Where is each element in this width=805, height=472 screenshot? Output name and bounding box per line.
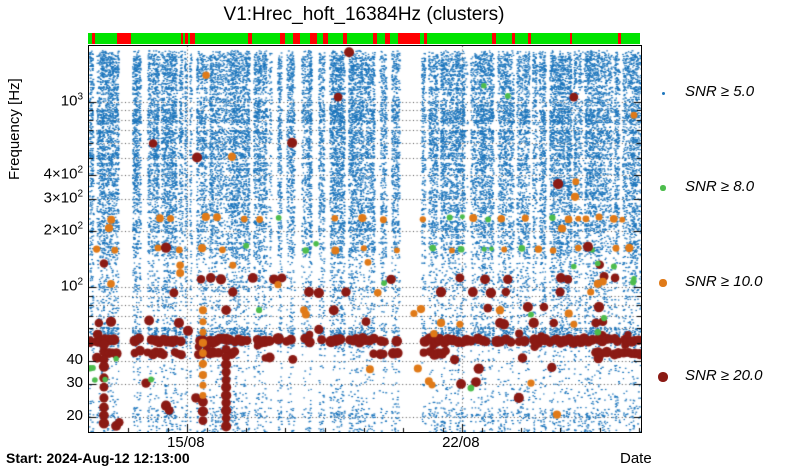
status-off-segment	[511, 33, 516, 44]
x-axis-title: Date	[620, 450, 652, 467]
status-off-segment	[184, 33, 189, 44]
plot-title: V1:Hrec_hoft_16384Hz (clusters)	[223, 4, 505, 25]
start-time-label: Start: 2024-Aug-12 12:13:00	[6, 450, 190, 466]
status-off-segment	[116, 33, 131, 44]
status-off-segment	[190, 33, 195, 44]
status-off-segment	[293, 33, 300, 44]
y-tick-label-20: 20	[66, 406, 83, 424]
status-off-segment	[279, 33, 285, 44]
status-off-segment	[492, 33, 496, 44]
status-off-segment	[248, 33, 252, 44]
legend-label: SNR ≥ 20.0	[685, 367, 763, 384]
legend-label: SNR ≥ 5.0	[685, 83, 755, 100]
status-off-segment	[310, 33, 317, 44]
legend-marker-icon	[658, 372, 668, 382]
y-tick-label-30: 30	[66, 374, 83, 392]
legend-label: SNR ≥ 10.0	[685, 273, 763, 290]
status-off-segment	[372, 33, 377, 44]
scatter-canvas	[89, 46, 641, 432]
status-off-segment	[570, 33, 572, 44]
legend-label: SNR ≥ 8.0	[685, 178, 755, 195]
y-tick-label-300: 3×102	[43, 188, 83, 207]
status-off-segment	[398, 33, 420, 44]
legend-marker-icon	[661, 91, 665, 95]
legend-marker-icon	[659, 279, 667, 287]
legend-marker-icon	[660, 185, 666, 191]
y-tick-label-100: 102	[60, 276, 83, 295]
science-mode-bar	[88, 33, 640, 44]
y-axis-title: Frequency [Hz]	[6, 78, 23, 180]
status-off-segment	[424, 33, 427, 44]
x-tick-label-22-08: 22/08	[442, 434, 480, 451]
status-off-segment	[617, 33, 621, 44]
status-off-segment	[384, 33, 390, 44]
x-tick-label-15-08: 15/08	[167, 434, 205, 451]
y-tick-label-400: 4×102	[43, 165, 83, 184]
status-off-segment	[322, 33, 328, 44]
status-off-segment	[181, 33, 183, 44]
y-tick-label-1000: 103	[60, 91, 83, 110]
scatter-plot-area	[88, 45, 642, 433]
status-off-segment	[343, 33, 347, 44]
status-off-segment	[91, 33, 96, 44]
status-off-segment	[527, 33, 531, 44]
y-tick-label-40: 40	[66, 350, 83, 368]
y-tick-label-200: 2×102	[43, 220, 83, 239]
